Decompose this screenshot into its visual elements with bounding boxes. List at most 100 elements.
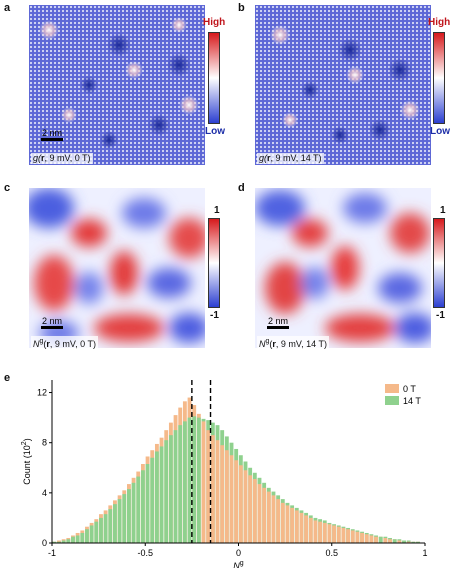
histogram-bar-14T-9 — [94, 521, 99, 543]
caption-d-mid: ( — [269, 339, 273, 349]
x-tick-label-0: -1 — [48, 548, 56, 558]
histogram-bar-14T-10 — [99, 517, 103, 543]
colorbar-a-high: High — [203, 17, 226, 28]
colorbar-a — [208, 32, 220, 124]
histogram-bar-14T-13 — [113, 504, 117, 543]
histogram-bar-14T-75 — [402, 540, 406, 543]
histogram-bar-0T-62 — [341, 527, 346, 543]
histogram-bar-0T-63 — [346, 529, 350, 543]
histogram-bar-14T-16 — [127, 489, 131, 543]
histogram-bar-0T-60 — [332, 525, 337, 543]
panel-label-b: b — [238, 2, 245, 14]
histogram-bar-0T-58 — [322, 522, 327, 543]
ng-map-14T-image — [255, 188, 431, 348]
x-tick-label-3: 0.5 — [325, 548, 338, 558]
caption-a-pre: g( — [33, 153, 42, 163]
colorbar-b-low: Low — [430, 126, 450, 137]
histogram-bar-0T-36 — [220, 445, 225, 543]
ng-histogram: -1 -0.5 0 0.5 1 0 4 8 12 Ng Count (102) 0 T 14 T — [21, 380, 428, 568]
histogram-bar-14T-25 — [168, 435, 173, 543]
histogram-bar-0T-55 — [308, 517, 313, 543]
colorbar-d — [433, 218, 445, 308]
colorbar-c-min: -1 — [210, 310, 219, 321]
histogram-bar-14T-4 — [71, 536, 75, 543]
legend-swatch-1 — [385, 396, 399, 405]
caption-d-pre: N — [259, 339, 266, 349]
colorbar-a-low: Low — [205, 126, 225, 137]
y-tick-label-1: 4 — [42, 488, 47, 498]
histogram-bar-0T-53 — [299, 512, 304, 543]
y-tick-label-2: 8 — [42, 438, 47, 448]
conductance-map-14T-image — [255, 5, 431, 165]
histogram-bar-14T-29 — [187, 417, 192, 543]
scale-bar-c-line — [41, 326, 63, 329]
colorbar-d-min: -1 — [436, 310, 445, 321]
caption-c-post: , 9 mV, 0 T) — [49, 339, 96, 349]
x-axis-title: Ng — [233, 560, 244, 568]
histogram-bar-0T-40 — [238, 465, 243, 543]
colorbar-c-max: 1 — [214, 205, 220, 216]
conductance-map-0T — [29, 5, 205, 165]
scale-bar-a-line — [41, 138, 63, 141]
panel-label-a: a — [4, 2, 11, 14]
histogram-bar-14T-17 — [131, 482, 136, 543]
panel-label-c: c — [4, 182, 11, 194]
caption-a-post: , 9 mV, 0 T) — [44, 153, 91, 163]
histogram-bar-0T-37 — [224, 450, 229, 543]
conductance-map-0T-image — [29, 5, 205, 165]
histogram-bar-0T-45 — [262, 487, 267, 543]
histogram-bar-14T-24 — [164, 440, 169, 543]
caption-d-bold: r — [272, 339, 276, 349]
histogram-bar-14T-15 — [122, 494, 127, 543]
histogram-bar-14T-70 — [378, 536, 383, 543]
histogram-bar-14T-11 — [103, 514, 108, 543]
panel-label-d: d — [238, 182, 245, 194]
caption-c-bold: r — [46, 339, 50, 349]
histogram-bar-14T-21 — [150, 457, 155, 543]
histogram-bar-0T-74 — [397, 540, 402, 543]
histogram-bar-14T-23 — [159, 446, 164, 543]
caption-c-pre: N — [33, 339, 40, 349]
histogram-bar-14T-1 — [57, 541, 61, 543]
scale-bar-a: 2 nm — [41, 128, 63, 141]
colorbar-d-max: 1 — [440, 205, 446, 216]
histogram-bar-14T-19 — [140, 470, 145, 543]
histogram-bar-0T-34 — [210, 435, 215, 543]
histogram-bar-0T-38 — [229, 455, 234, 543]
histogram-bar-0T-66 — [360, 532, 364, 543]
x-tick-label-1: -0.5 — [137, 548, 153, 558]
legend-label-1: 14 T — [403, 396, 421, 406]
histogram-bar-14T-31 — [196, 417, 201, 543]
colorbar-b — [433, 32, 445, 124]
x-tick-label-2: 0 — [236, 548, 241, 558]
histogram-bar-14T-14 — [117, 499, 122, 543]
histogram-bar-14T-26 — [173, 430, 178, 543]
histogram-bar-0T-44 — [257, 484, 262, 543]
histogram-bar-0T-35 — [215, 440, 220, 543]
histogram-bar-14T-73 — [392, 539, 397, 543]
histogram-bar-14T-5 — [75, 535, 80, 543]
histogram-bar-0T-56 — [313, 520, 318, 543]
histogram-bar-0T-57 — [318, 521, 323, 543]
histogram-bar-0T-51 — [290, 507, 295, 543]
histogram-bar-14T-28 — [182, 421, 187, 543]
caption-c-sup: g — [39, 338, 44, 345]
ng-map-0T — [29, 188, 205, 348]
histogram-bar-0T-47 — [271, 495, 276, 543]
colorbar-b-high: High — [428, 17, 451, 28]
histogram-bar-0T-33 — [206, 430, 211, 543]
scale-bar-d-line — [267, 326, 289, 329]
histogram-bar-14T-8 — [89, 525, 94, 543]
caption-a-bold: r — [41, 153, 45, 163]
caption-d-post: , 9 mV, 14 T) — [275, 339, 327, 349]
histogram-bar-14T-6 — [80, 532, 85, 543]
panel-label-e: e — [4, 372, 11, 384]
histogram-bar-0T-69 — [374, 536, 378, 543]
histogram-bar-14T-3 — [66, 539, 71, 543]
histogram-bar-0T-72 — [388, 539, 392, 543]
x-tick-label-4: 1 — [422, 548, 427, 558]
histogram-bar-0T-68 — [369, 535, 374, 543]
caption-c-mid: ( — [43, 339, 47, 349]
histogram-bar-0T-54 — [304, 515, 309, 543]
histogram-bar-14T-30 — [192, 416, 197, 543]
